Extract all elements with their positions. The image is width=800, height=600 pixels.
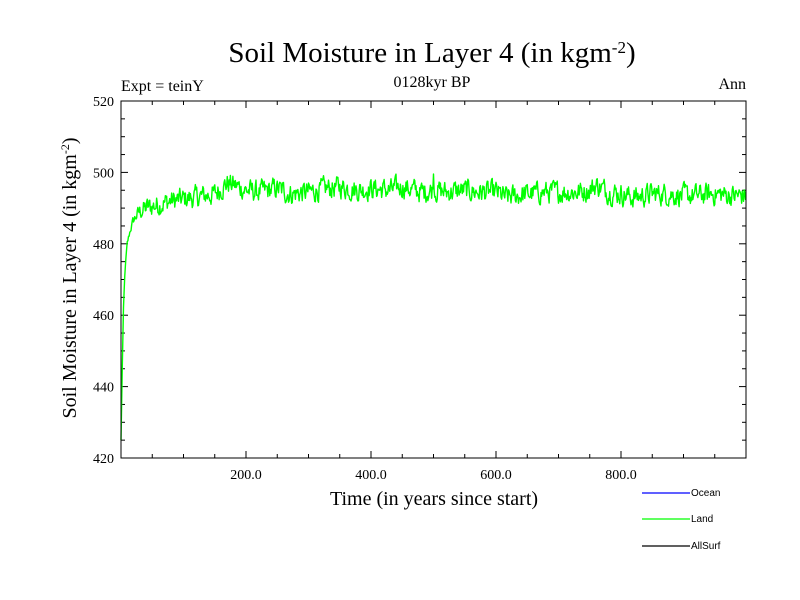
series-line-land	[120, 173, 747, 441]
y-tick-label: 420	[93, 452, 114, 467]
legend: Ocean Land AllSurf	[642, 488, 721, 552]
y-tick-label: 500	[93, 166, 114, 181]
legend-label-land: Land	[691, 514, 713, 525]
y-tick-label: 460	[93, 309, 114, 324]
plot-frame	[120, 100, 747, 459]
x-tick-label: 600.0	[480, 468, 512, 483]
chart-subtitle: 0128kyr BP	[394, 74, 471, 91]
x-tick-label: 200.0	[230, 468, 262, 483]
legend-label-ocean: Ocean	[691, 488, 720, 499]
tick-labels: 420 440 460 480 500 520 200.0 400.0 600.0 800.0	[93, 95, 637, 483]
y-tick-label: 520	[93, 95, 114, 110]
x-tick-label: 400.0	[355, 468, 387, 483]
experiment-label: Expt = teinY	[121, 78, 204, 95]
x-axis-label: Time (in years since start)	[330, 488, 538, 510]
axis-ticks	[121, 100, 746, 459]
chart-title: Soil Moisture in Layer 4 (in kgm-2)	[228, 37, 635, 69]
season-label: Ann	[718, 76, 746, 93]
legend-label-allsurf: AllSurf	[691, 541, 721, 552]
series-layer	[120, 173, 747, 441]
x-tick-label: 800.0	[605, 468, 637, 483]
y-axis-label: Soil Moisture in Layer 4 (in kgm-2)	[58, 137, 81, 418]
y-tick-label: 440	[93, 381, 114, 396]
y-tick-label: 480	[93, 238, 114, 253]
